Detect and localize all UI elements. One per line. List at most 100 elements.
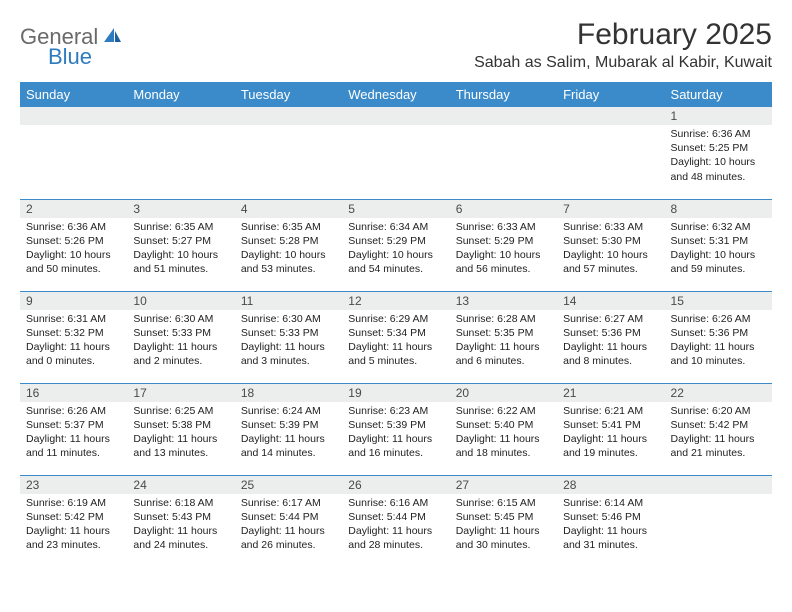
calendar-row: 23Sunrise: 6:19 AMSunset: 5:42 PMDayligh… [20, 475, 772, 567]
calendar-cell: 28Sunrise: 6:14 AMSunset: 5:46 PMDayligh… [557, 475, 664, 567]
day-details: Sunrise: 6:32 AMSunset: 5:31 PMDaylight:… [665, 218, 772, 281]
day-details: Sunrise: 6:26 AMSunset: 5:37 PMDaylight:… [20, 402, 127, 465]
daylight-text: Daylight: 10 hours and 56 minutes. [456, 248, 551, 276]
daylight-text: Daylight: 11 hours and 26 minutes. [241, 524, 336, 552]
day-details: Sunrise: 6:21 AMSunset: 5:41 PMDaylight:… [557, 402, 664, 465]
day-details: Sunrise: 6:35 AMSunset: 5:28 PMDaylight:… [235, 218, 342, 281]
sunrise-text: Sunrise: 6:33 AM [563, 220, 658, 234]
day-number [342, 107, 449, 125]
sunset-text: Sunset: 5:39 PM [348, 418, 443, 432]
day-details: Sunrise: 6:14 AMSunset: 5:46 PMDaylight:… [557, 494, 664, 557]
day-details: Sunrise: 6:33 AMSunset: 5:30 PMDaylight:… [557, 218, 664, 281]
calendar-cell: 1Sunrise: 6:36 AMSunset: 5:25 PMDaylight… [665, 107, 772, 199]
sunrise-text: Sunrise: 6:18 AM [133, 496, 228, 510]
day-details: Sunrise: 6:30 AMSunset: 5:33 PMDaylight:… [235, 310, 342, 373]
sunrise-text: Sunrise: 6:17 AM [241, 496, 336, 510]
calendar-cell: 3Sunrise: 6:35 AMSunset: 5:27 PMDaylight… [127, 199, 234, 291]
day-details: Sunrise: 6:36 AMSunset: 5:26 PMDaylight:… [20, 218, 127, 281]
day-number: 19 [342, 384, 449, 402]
day-number: 5 [342, 200, 449, 218]
calendar-cell: 16Sunrise: 6:26 AMSunset: 5:37 PMDayligh… [20, 383, 127, 475]
daylight-text: Daylight: 11 hours and 23 minutes. [26, 524, 121, 552]
sunrise-text: Sunrise: 6:20 AM [671, 404, 766, 418]
daylight-text: Daylight: 10 hours and 48 minutes. [671, 155, 766, 183]
sunset-text: Sunset: 5:38 PM [133, 418, 228, 432]
calendar-cell [342, 107, 449, 199]
day-number: 11 [235, 292, 342, 310]
calendar-cell: 10Sunrise: 6:30 AMSunset: 5:33 PMDayligh… [127, 291, 234, 383]
calendar-row: 9Sunrise: 6:31 AMSunset: 5:32 PMDaylight… [20, 291, 772, 383]
sunset-text: Sunset: 5:44 PM [241, 510, 336, 524]
calendar-row: 1Sunrise: 6:36 AMSunset: 5:25 PMDaylight… [20, 107, 772, 199]
day-number [20, 107, 127, 125]
sunset-text: Sunset: 5:36 PM [563, 326, 658, 340]
calendar-cell: 27Sunrise: 6:15 AMSunset: 5:45 PMDayligh… [450, 475, 557, 567]
daylight-text: Daylight: 11 hours and 8 minutes. [563, 340, 658, 368]
sunrise-text: Sunrise: 6:32 AM [671, 220, 766, 234]
day-number: 16 [20, 384, 127, 402]
sunset-text: Sunset: 5:29 PM [348, 234, 443, 248]
calendar-cell: 15Sunrise: 6:26 AMSunset: 5:36 PMDayligh… [665, 291, 772, 383]
sunrise-text: Sunrise: 6:36 AM [671, 127, 766, 141]
day-details: Sunrise: 6:15 AMSunset: 5:45 PMDaylight:… [450, 494, 557, 557]
daylight-text: Daylight: 11 hours and 19 minutes. [563, 432, 658, 460]
day-number: 9 [20, 292, 127, 310]
sunset-text: Sunset: 5:26 PM [26, 234, 121, 248]
day-number: 8 [665, 200, 772, 218]
calendar-table: Sunday Monday Tuesday Wednesday Thursday… [20, 82, 772, 567]
sunrise-text: Sunrise: 6:29 AM [348, 312, 443, 326]
daylight-text: Daylight: 11 hours and 24 minutes. [133, 524, 228, 552]
calendar-cell: 7Sunrise: 6:33 AMSunset: 5:30 PMDaylight… [557, 199, 664, 291]
sunset-text: Sunset: 5:33 PM [241, 326, 336, 340]
sunrise-text: Sunrise: 6:26 AM [671, 312, 766, 326]
sunrise-text: Sunrise: 6:24 AM [241, 404, 336, 418]
calendar-cell: 24Sunrise: 6:18 AMSunset: 5:43 PMDayligh… [127, 475, 234, 567]
logo-text-blue: Blue [48, 44, 92, 69]
sunrise-text: Sunrise: 6:23 AM [348, 404, 443, 418]
sunset-text: Sunset: 5:33 PM [133, 326, 228, 340]
weekday-header-row: Sunday Monday Tuesday Wednesday Thursday… [20, 82, 772, 107]
calendar-cell: 22Sunrise: 6:20 AMSunset: 5:42 PMDayligh… [665, 383, 772, 475]
day-details: Sunrise: 6:31 AMSunset: 5:32 PMDaylight:… [20, 310, 127, 373]
day-number: 12 [342, 292, 449, 310]
sunset-text: Sunset: 5:46 PM [563, 510, 658, 524]
sunrise-text: Sunrise: 6:30 AM [241, 312, 336, 326]
sunset-text: Sunset: 5:39 PM [241, 418, 336, 432]
calendar-cell: 21Sunrise: 6:21 AMSunset: 5:41 PMDayligh… [557, 383, 664, 475]
sunset-text: Sunset: 5:43 PM [133, 510, 228, 524]
calendar-cell [665, 475, 772, 567]
day-details: Sunrise: 6:33 AMSunset: 5:29 PMDaylight:… [450, 218, 557, 281]
calendar-cell: 23Sunrise: 6:19 AMSunset: 5:42 PMDayligh… [20, 475, 127, 567]
daylight-text: Daylight: 11 hours and 18 minutes. [456, 432, 551, 460]
day-details: Sunrise: 6:16 AMSunset: 5:44 PMDaylight:… [342, 494, 449, 557]
calendar-cell: 12Sunrise: 6:29 AMSunset: 5:34 PMDayligh… [342, 291, 449, 383]
calendar-cell: 8Sunrise: 6:32 AMSunset: 5:31 PMDaylight… [665, 199, 772, 291]
sunrise-text: Sunrise: 6:36 AM [26, 220, 121, 234]
sunrise-text: Sunrise: 6:22 AM [456, 404, 551, 418]
sunset-text: Sunset: 5:31 PM [671, 234, 766, 248]
day-number: 26 [342, 476, 449, 494]
daylight-text: Daylight: 10 hours and 50 minutes. [26, 248, 121, 276]
calendar-cell: 18Sunrise: 6:24 AMSunset: 5:39 PMDayligh… [235, 383, 342, 475]
day-details: Sunrise: 6:34 AMSunset: 5:29 PMDaylight:… [342, 218, 449, 281]
day-number [665, 476, 772, 494]
daylight-text: Daylight: 11 hours and 31 minutes. [563, 524, 658, 552]
sunset-text: Sunset: 5:29 PM [456, 234, 551, 248]
day-number: 25 [235, 476, 342, 494]
daylight-text: Daylight: 11 hours and 14 minutes. [241, 432, 336, 460]
day-details: Sunrise: 6:23 AMSunset: 5:39 PMDaylight:… [342, 402, 449, 465]
calendar-cell [450, 107, 557, 199]
sunset-text: Sunset: 5:27 PM [133, 234, 228, 248]
calendar-row: 16Sunrise: 6:26 AMSunset: 5:37 PMDayligh… [20, 383, 772, 475]
sunrise-text: Sunrise: 6:34 AM [348, 220, 443, 234]
day-number: 23 [20, 476, 127, 494]
sunrise-text: Sunrise: 6:30 AM [133, 312, 228, 326]
calendar-cell: 19Sunrise: 6:23 AMSunset: 5:39 PMDayligh… [342, 383, 449, 475]
calendar-cell: 14Sunrise: 6:27 AMSunset: 5:36 PMDayligh… [557, 291, 664, 383]
day-number: 6 [450, 200, 557, 218]
col-tuesday: Tuesday [235, 82, 342, 107]
day-details: Sunrise: 6:22 AMSunset: 5:40 PMDaylight:… [450, 402, 557, 465]
day-number: 7 [557, 200, 664, 218]
sunset-text: Sunset: 5:25 PM [671, 141, 766, 155]
col-wednesday: Wednesday [342, 82, 449, 107]
